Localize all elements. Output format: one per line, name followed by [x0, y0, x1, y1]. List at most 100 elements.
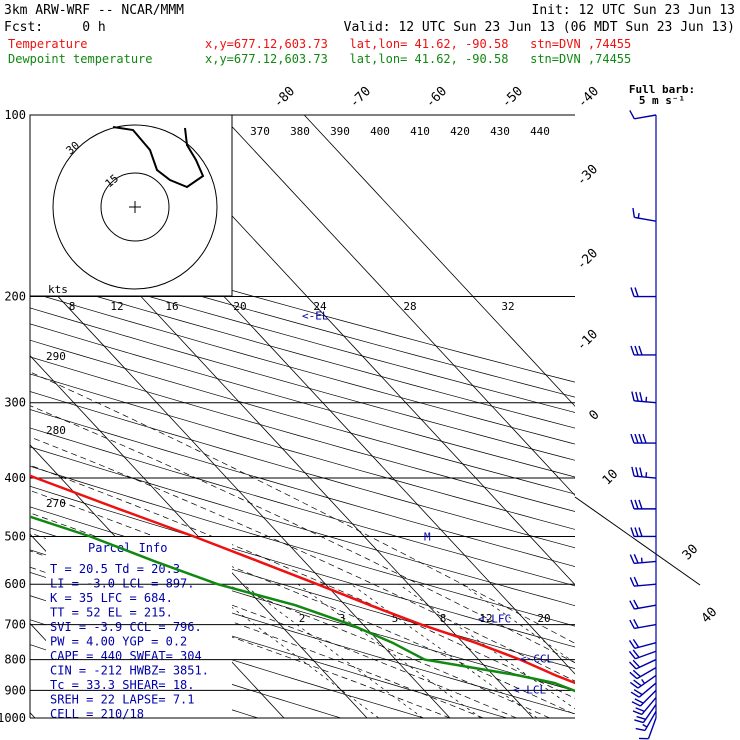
dry-adiabat-line [30, 619, 343, 718]
wind-barb-feather [630, 345, 635, 356]
wind-barb-feather [632, 710, 643, 716]
mixing-ratio-bottom-label: 3 [339, 612, 346, 625]
isotherm-label: -70 [347, 84, 374, 111]
mixing-ratio-label: 20 [233, 300, 246, 313]
wind-barb-feather [630, 527, 635, 537]
wind-barb-feather [638, 499, 643, 510]
wind-barb [629, 110, 657, 120]
mixing-ratio-label: 8 [69, 300, 76, 313]
level-marker: <-EL [302, 309, 329, 322]
theta-label: 430 [490, 125, 510, 138]
temperature-legend: Temperature [8, 37, 87, 51]
wind-barb-feather [629, 681, 639, 689]
theta-label: 410 [410, 125, 430, 138]
wind-barb [631, 689, 657, 707]
wind-barb-feather [634, 527, 639, 537]
isotherm-label: 10 [600, 467, 622, 489]
mixing-ratio-label: 12 [110, 300, 123, 313]
dry-adiabat-line [30, 323, 575, 478]
mixing-ratio-bottom-label: 8 [440, 612, 447, 625]
isotherm-label: -30 [574, 162, 601, 189]
wind-barb-feather [634, 345, 639, 356]
mixing-ratio-line [398, 583, 575, 710]
wind-barb [631, 466, 657, 479]
wind-barb [634, 704, 657, 724]
mixing-ratio-label: 16 [165, 300, 178, 313]
wind-barb-column: Full barb: 5 m s⁻¹ [628, 83, 695, 740]
parcel-info-title: Parcel Info [88, 541, 167, 555]
dry-adiabat-line [30, 247, 575, 398]
theta-e-labels: 290 280 270 [46, 350, 66, 510]
mixing-ratio-top-labels: 8 12 16 20 24 28 32 [69, 300, 515, 313]
wind-barb-feather [639, 392, 643, 402]
isotherm-label: -20 [574, 246, 601, 273]
wind-barb-feather [632, 659, 641, 668]
pressure-tick-label: 900 [4, 683, 26, 697]
theta-label: 440 [530, 125, 550, 138]
level-marker: M [424, 530, 431, 543]
wind-barb-feather [642, 433, 647, 444]
parcel-info-row: TT = 52 EL = 215. [50, 606, 173, 620]
parcel-info-row: K = 35 LFC = 684. [50, 591, 173, 605]
valid-time: Valid: 12 UTC Sun 23 Jun 13 (06 MDT Sun … [344, 20, 735, 35]
wind-barb [638, 717, 657, 740]
wind-barb-feather [628, 650, 636, 660]
level-marker: <-LFC [478, 613, 511, 626]
dry-adiabat-line [30, 291, 575, 445]
wind-barb-feather [629, 619, 635, 629]
mixing-ratio-line [201, 583, 380, 718]
mixing-ratio-line [461, 583, 575, 664]
isotherm-label: -60 [423, 84, 450, 111]
dry-adiabat-line [30, 595, 426, 718]
wind-barb-half-feather [637, 213, 640, 219]
theta-e-label: 270 [46, 497, 66, 510]
hodograph-frame [29, 114, 233, 297]
dry-adiabat-line [30, 485, 575, 648]
wind-barb-feather [638, 433, 643, 444]
wind-barb [629, 674, 657, 689]
wind-barb-feather [632, 207, 636, 218]
wind-barb [630, 527, 656, 538]
wind-barb-feather [633, 679, 642, 687]
wind-barb-feather [629, 554, 635, 564]
pressure-tick-label: 1000 [0, 711, 26, 725]
mixing-ratio-line [242, 583, 423, 718]
wind-barb-feather [629, 661, 637, 670]
sounding-profiles [30, 474, 575, 693]
wind-barb [630, 499, 656, 510]
wind-barb-feather [632, 649, 640, 658]
wind-barb-feather [638, 345, 643, 356]
theta-label: 420 [450, 125, 470, 138]
wind-barb-staff [634, 114, 657, 120]
hodograph-trace [112, 126, 205, 189]
wind-barb-feather [631, 701, 641, 707]
wind-barb-feather [635, 467, 639, 477]
isotherm-label: -40 [575, 84, 602, 111]
wind-barb-feather [629, 600, 635, 610]
hodograph-ring-outer [52, 124, 218, 290]
theta-e-label: 290 [46, 350, 66, 363]
wind-barb-feather [629, 671, 638, 680]
dry-adiabat-line [30, 232, 575, 383]
parcel-info-row: Tc = 33.3 SHEAR= 18. [50, 678, 195, 692]
wind-barb-feather [639, 467, 643, 477]
theta-label: 380 [290, 125, 310, 138]
parcel-info-row: LI = -3.0 LCL = 897. [50, 577, 195, 591]
wind-barb [630, 682, 657, 698]
wind-barb [632, 207, 657, 222]
mixing-ratio-label: 24 [313, 300, 327, 313]
wind-barb-feather [633, 689, 643, 696]
level-marker: <-CCL [520, 652, 553, 665]
hodograph-ring-inner [100, 172, 170, 242]
wind-barb [629, 554, 657, 565]
wind-barb-feather [633, 599, 639, 609]
pressure-tick-label: 300 [4, 396, 26, 410]
moist-labels: 2 3 5 8 12 20 [299, 612, 551, 625]
wind-barb [629, 658, 657, 670]
mixing-ratio-bottom-label: 12 [479, 612, 492, 625]
wind-barb-feather [635, 707, 645, 713]
wind-barb-feather [630, 691, 640, 698]
parcel-info-row: SREH = 22 LAPSE= 7.1 [50, 693, 195, 707]
wind-barb-feather [632, 669, 641, 678]
